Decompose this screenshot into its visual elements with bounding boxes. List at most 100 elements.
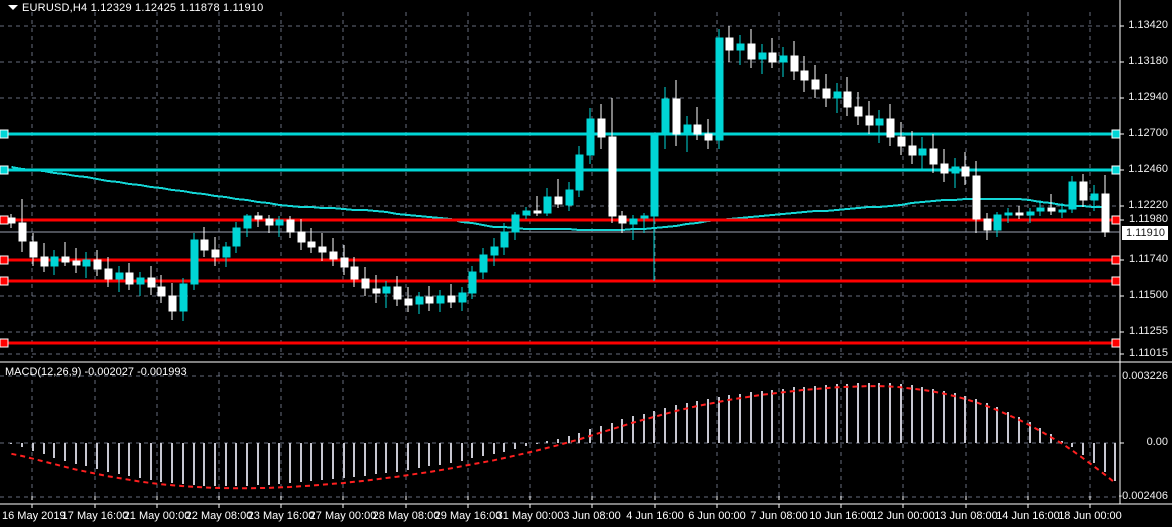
- time-tick: 27 May 00:00: [309, 510, 377, 522]
- candle: [458, 292, 467, 303]
- candle: [543, 196, 552, 214]
- candle: [350, 266, 359, 280]
- candle: [1015, 212, 1024, 216]
- candle: [554, 196, 563, 205]
- time-tick: 28 May 08:00: [372, 510, 440, 522]
- time-tick: 13 Jun 08:00: [934, 510, 998, 522]
- candle: [972, 175, 981, 220]
- line-handle-left: [0, 165, 9, 175]
- line-handle-right: [1111, 276, 1121, 286]
- candle: [61, 256, 70, 263]
- line-handle-left: [0, 129, 9, 139]
- candle: [125, 272, 134, 285]
- candle: [254, 215, 263, 220]
- candle: [372, 288, 381, 294]
- candle: [468, 271, 477, 294]
- candle: [93, 259, 102, 270]
- candle: [629, 218, 638, 225]
- price-tick: 1.11500: [1129, 289, 1168, 301]
- candle: [833, 91, 842, 99]
- candle: [265, 218, 274, 226]
- candle: [661, 98, 670, 135]
- caret-down-icon[interactable]: [8, 5, 18, 10]
- candle: [961, 166, 970, 177]
- candle: [168, 295, 177, 312]
- candle: [115, 272, 124, 280]
- price-tick: 1.11255: [1129, 325, 1168, 337]
- candle: [865, 115, 874, 126]
- time-tick: 10 Jun 16:00: [809, 510, 873, 522]
- line-handle-left: [0, 338, 9, 348]
- candle: [533, 210, 542, 214]
- current-price-label: 1.11910: [1122, 226, 1168, 240]
- candle: [1068, 181, 1077, 210]
- candle: [693, 124, 702, 135]
- line-handle-right: [1111, 338, 1121, 348]
- candle: [715, 37, 724, 141]
- candle: [18, 222, 27, 242]
- candle: [436, 295, 445, 304]
- candle: [704, 133, 713, 141]
- candle: [425, 296, 434, 304]
- candle: [404, 298, 413, 306]
- candle: [382, 286, 391, 294]
- candle: [608, 136, 617, 217]
- candle: [479, 254, 488, 273]
- time-tick: 4 Jun 16:00: [626, 510, 684, 522]
- macd-tick: 0.003226: [1122, 370, 1168, 382]
- candle: [1036, 207, 1045, 212]
- candle: [307, 241, 316, 248]
- candle: [800, 70, 809, 81]
- candle: [650, 133, 659, 217]
- line-handle-left: [0, 276, 9, 286]
- candle: [82, 259, 91, 267]
- candle: [72, 260, 81, 266]
- candle: [40, 256, 49, 267]
- candle: [50, 256, 59, 267]
- time-tick: 17 May 16:00: [61, 510, 129, 522]
- time-tick: 31 May 00:00: [496, 510, 564, 522]
- candle: [983, 218, 992, 231]
- candle: [522, 210, 531, 216]
- candle: [886, 118, 895, 138]
- candle: [447, 295, 456, 303]
- candle: [940, 163, 949, 174]
- price-tick: 1.12700: [1128, 127, 1168, 139]
- line-handle-right: [1111, 165, 1121, 175]
- candle: [1090, 193, 1099, 201]
- candle: [222, 246, 231, 258]
- candle: [136, 277, 145, 285]
- candle: [586, 118, 595, 156]
- candle: [565, 189, 574, 206]
- candle: [393, 286, 402, 300]
- candle: [854, 106, 863, 117]
- candle: [297, 231, 306, 243]
- candle: [147, 277, 156, 288]
- candle: [1058, 209, 1067, 213]
- price-tick: 1.13180: [1128, 55, 1168, 67]
- candle: [875, 118, 884, 126]
- time-tick: 22 May 08:00: [185, 510, 253, 522]
- candle: [157, 286, 166, 297]
- candle: [597, 118, 606, 138]
- candle: [211, 249, 220, 258]
- candle: [790, 55, 799, 72]
- candle: [993, 214, 1002, 231]
- candle: [200, 239, 209, 251]
- candle: [1047, 207, 1056, 212]
- candle: [286, 219, 295, 233]
- price-tick: 1.11980: [1129, 213, 1168, 225]
- candle: [897, 136, 906, 147]
- line-handle-left: [0, 215, 9, 225]
- candle: [329, 251, 338, 260]
- candle: [736, 43, 745, 51]
- time-tick: 7 Jun 08:00: [750, 510, 808, 522]
- symbol-header: EURUSD,H4 1.12329 1.12425 1.11878 1.1191…: [22, 2, 264, 14]
- time-tick: 6 Jun 00:00: [688, 510, 746, 522]
- time-tick: 14 Jun 16:00: [996, 510, 1060, 522]
- time-tick: 12 Jun 00:00: [871, 510, 935, 522]
- price-tick: 1.12460: [1128, 163, 1168, 175]
- candle: [179, 283, 188, 312]
